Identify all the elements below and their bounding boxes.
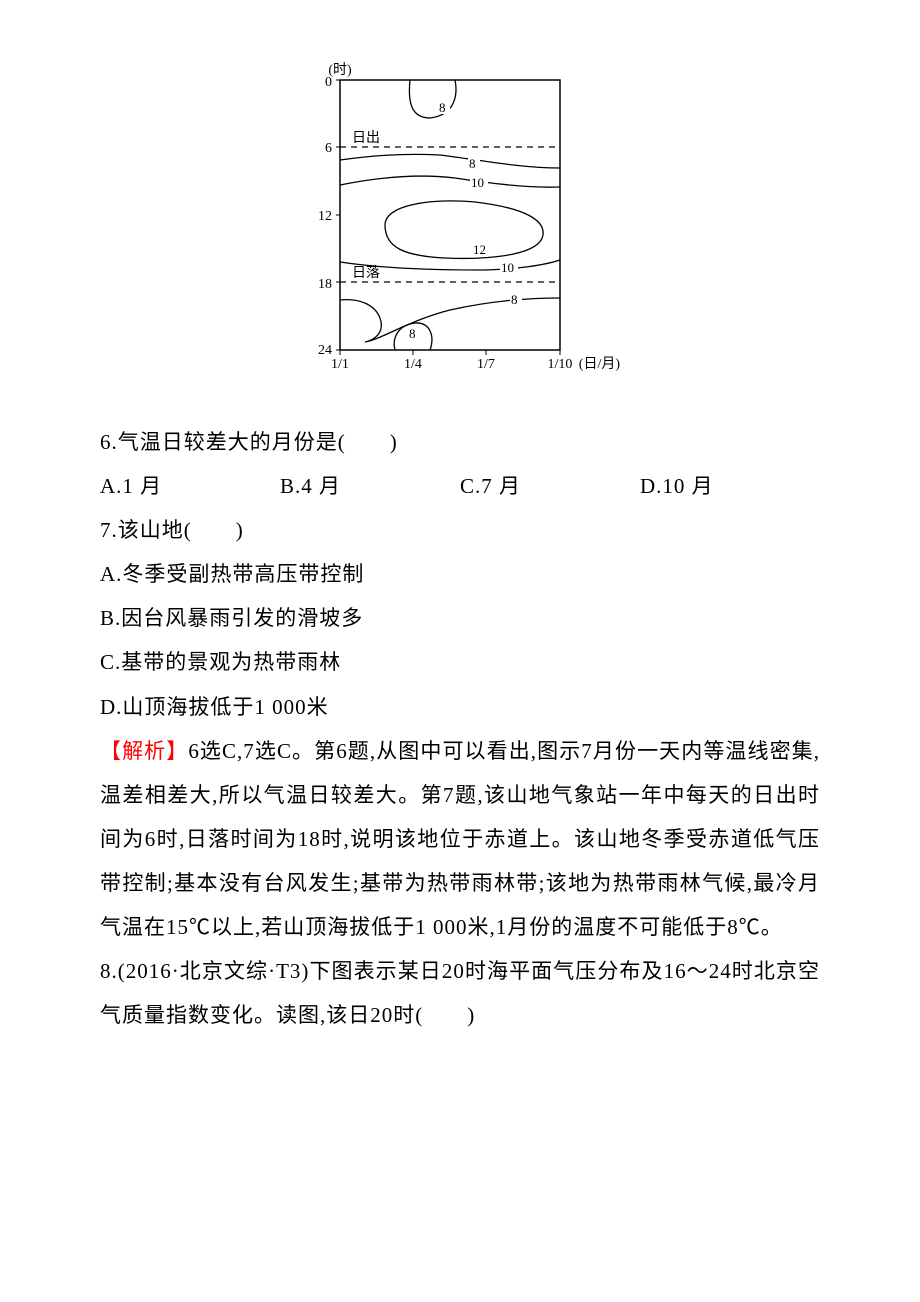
svg-text:8: 8 xyxy=(439,100,446,115)
sunrise-label: 日出 xyxy=(352,130,380,146)
svg-text:0: 0 xyxy=(325,75,332,90)
contour-chart-svg: (时) 0 6 12 18 24 1/1 1/4 1/7 1/10 (日/月) xyxy=(280,60,640,390)
q7-choice-a: A.冬季受副热带高压带控制 xyxy=(100,552,820,596)
svg-text:8: 8 xyxy=(469,156,476,171)
q6-stem: 6.气温日较差大的月份是( ) xyxy=(100,420,820,464)
svg-text:18: 18 xyxy=(318,277,332,292)
svg-text:12: 12 xyxy=(318,209,332,224)
q6-choice-c: C.7 月 xyxy=(460,464,640,508)
q6-choice-a: A.1 月 xyxy=(100,464,280,508)
analysis-paragraph: 【解析】6选C,7选C。第6题,从图中可以看出,图示7月份一天内等温线密集,温差… xyxy=(100,729,820,949)
svg-text:1/7: 1/7 xyxy=(477,357,495,372)
svg-text:10: 10 xyxy=(501,260,514,275)
svg-text:10: 10 xyxy=(471,175,484,190)
q6-choice-b: B.4 月 xyxy=(280,464,460,508)
svg-text:(日/月): (日/月) xyxy=(579,356,621,372)
q7-choice-b: B.因台风暴雨引发的滑坡多 xyxy=(100,596,820,640)
svg-text:1/1: 1/1 xyxy=(331,357,349,372)
svg-text:6: 6 xyxy=(325,141,332,156)
sunset-label: 日落 xyxy=(352,265,380,281)
q7-choice-d: D.山顶海拔低于1 000米 xyxy=(100,685,820,729)
q8-stem: 8.(2016·北京文综·T3)下图表示某日20时海平面气压分布及16～24时北… xyxy=(100,949,820,1037)
svg-text:8: 8 xyxy=(409,326,416,341)
q7-choice-c: C.基带的景观为热带雨林 xyxy=(100,640,820,684)
svg-text:8: 8 xyxy=(511,292,518,307)
analysis-label: 【解析】 xyxy=(100,739,188,763)
svg-text:1/10: 1/10 xyxy=(548,357,573,372)
y-ticks: 0 6 12 18 24 xyxy=(318,75,340,358)
chart-figure: (时) 0 6 12 18 24 1/1 1/4 1/7 1/10 (日/月) xyxy=(100,60,820,390)
x-ticks: 1/1 1/4 1/7 1/10 (日/月) xyxy=(331,350,620,372)
svg-text:12: 12 xyxy=(473,242,486,257)
q7-stem: 7.该山地( ) xyxy=(100,508,820,552)
svg-text:1/4: 1/4 xyxy=(404,357,422,372)
svg-text:24: 24 xyxy=(318,343,332,358)
q6-choices: A.1 月 B.4 月 C.7 月 D.10 月 xyxy=(100,464,820,508)
q6-choice-d: D.10 月 xyxy=(640,464,820,508)
analysis-text: 6选C,7选C。第6题,从图中可以看出,图示7月份一天内等温线密集,温差相差大,… xyxy=(100,739,820,939)
